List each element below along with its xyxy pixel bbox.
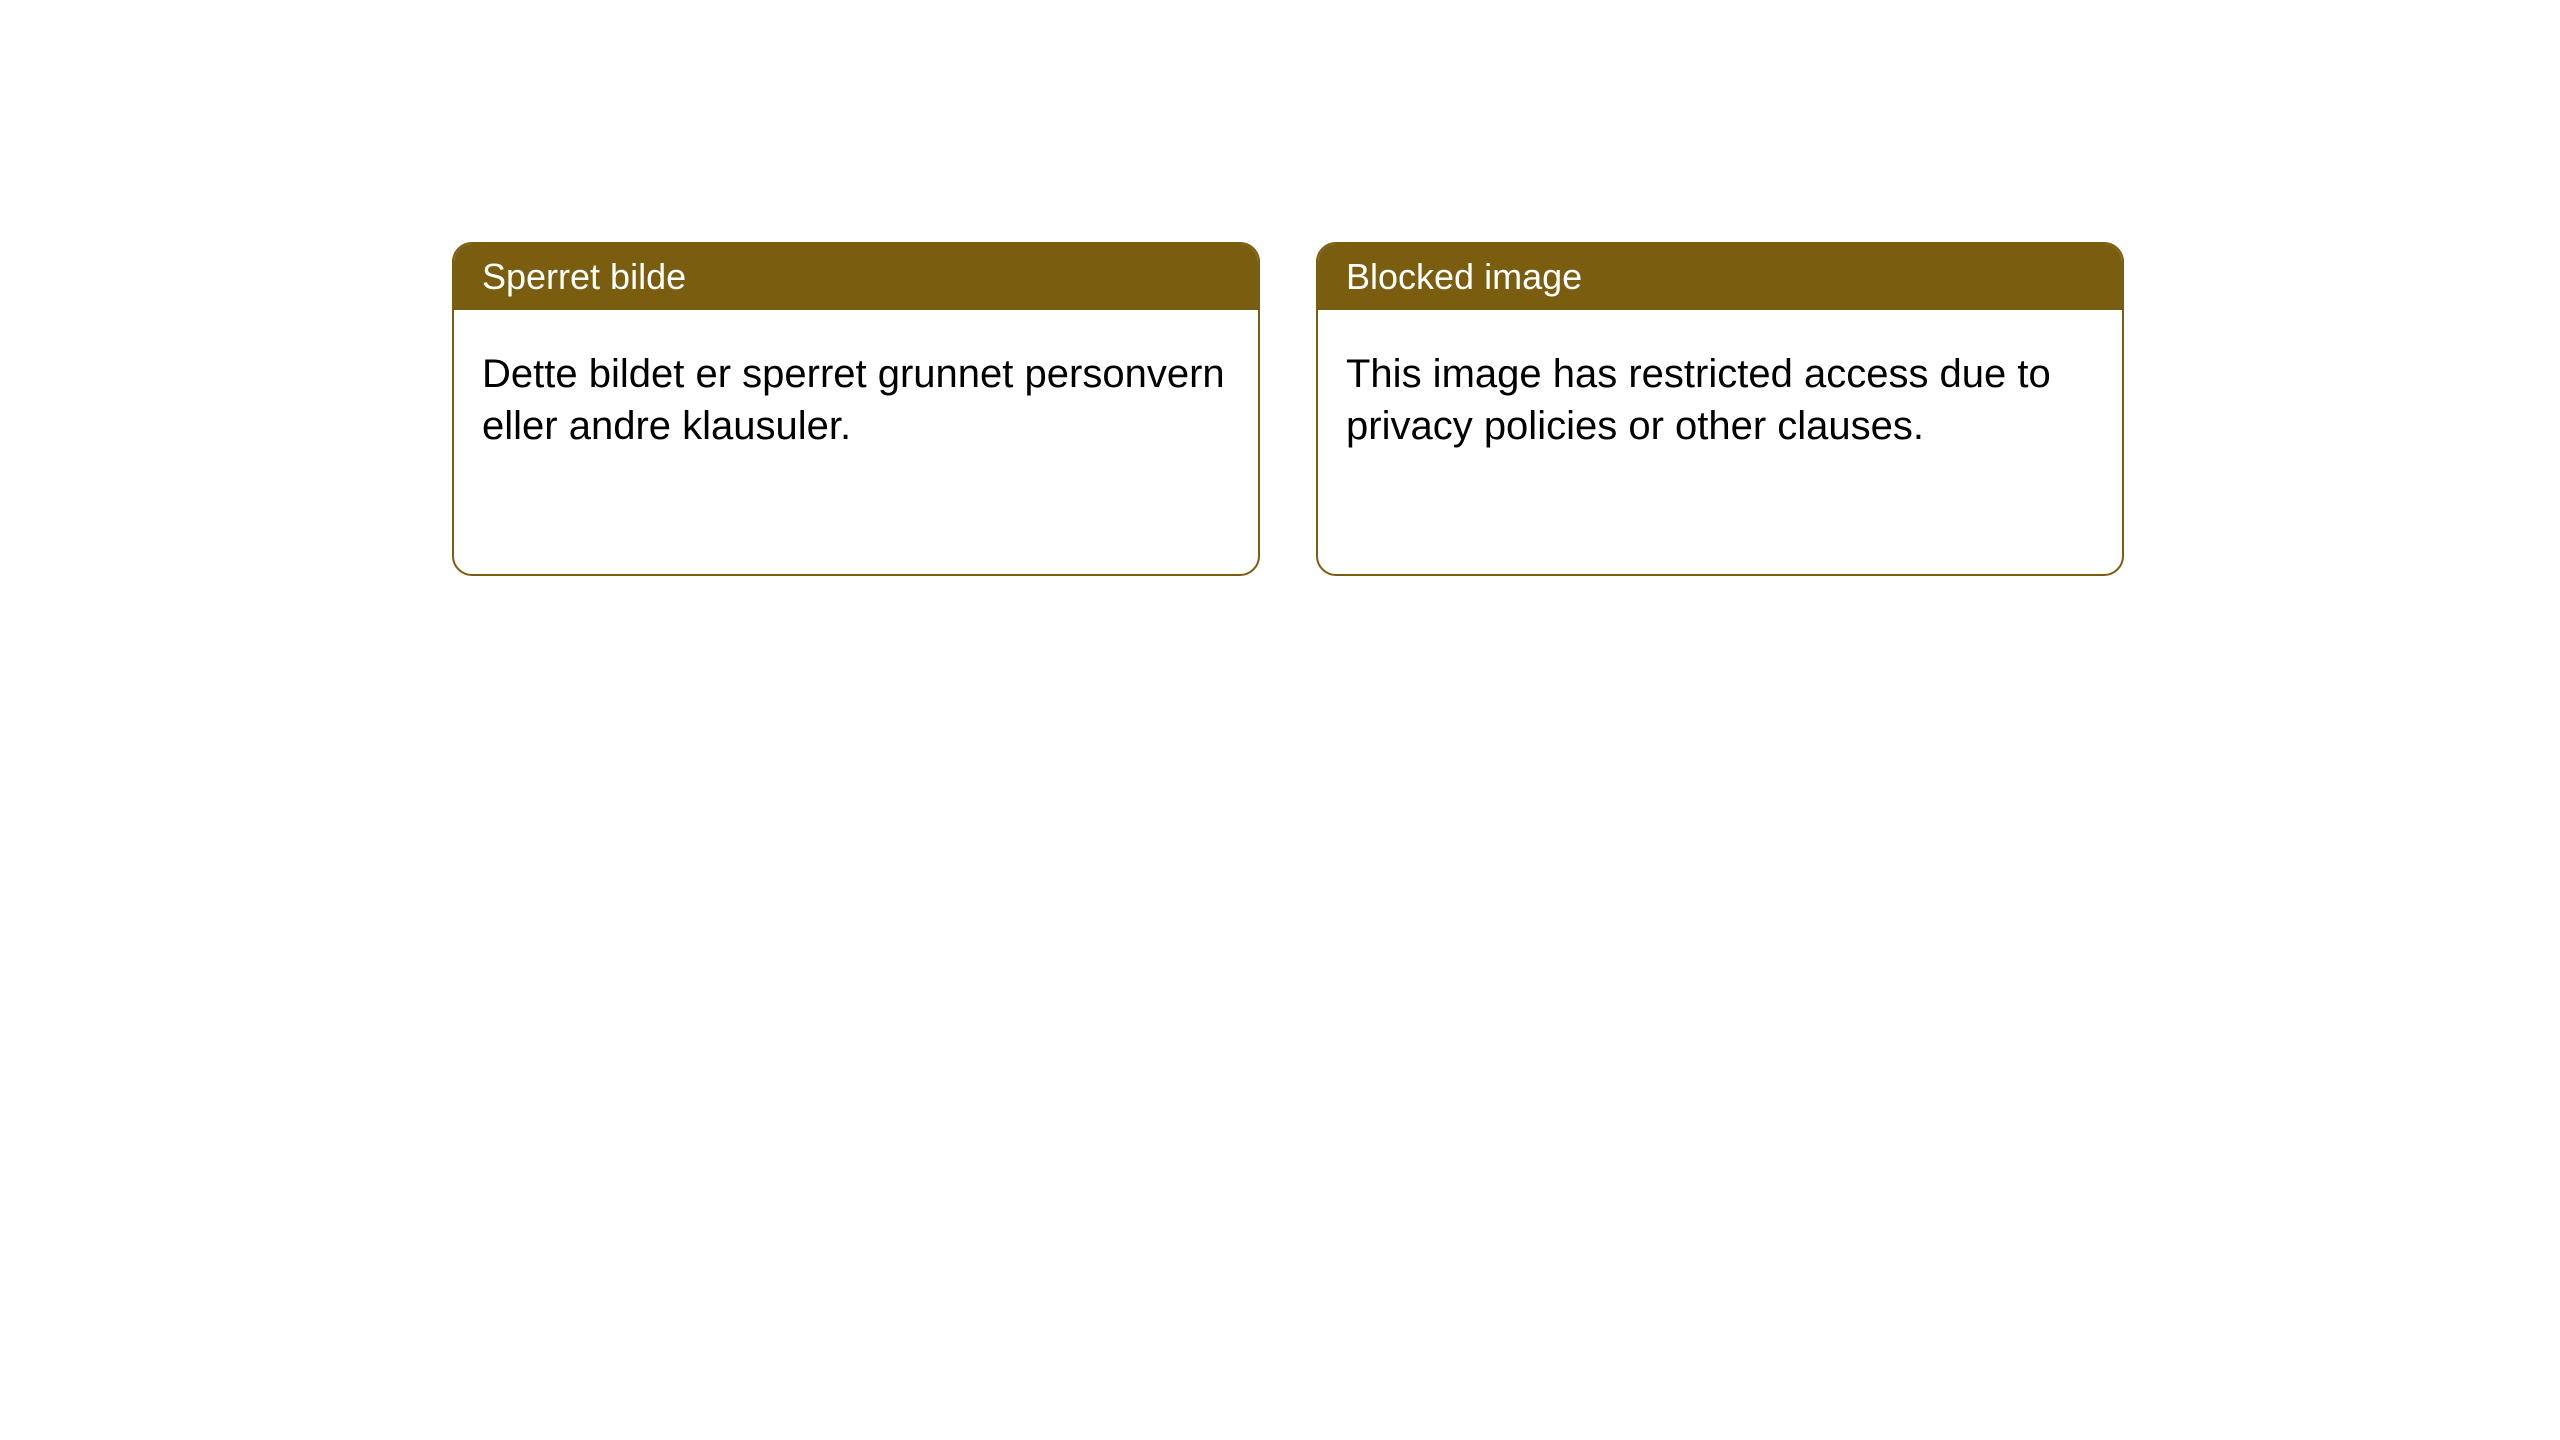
cards-container: Sperret bilde Dette bildet er sperret gr… [0, 0, 2560, 576]
card-header: Blocked image [1318, 244, 2122, 310]
card-body: This image has restricted access due to … [1318, 310, 2122, 490]
card-norwegian: Sperret bilde Dette bildet er sperret gr… [452, 242, 1260, 576]
card-english: Blocked image This image has restricted … [1316, 242, 2124, 576]
card-title: Blocked image [1346, 256, 1582, 297]
card-title: Sperret bilde [482, 256, 686, 297]
card-header: Sperret bilde [454, 244, 1258, 310]
card-body-text: Dette bildet er sperret grunnet personve… [482, 352, 1225, 448]
card-body: Dette bildet er sperret grunnet personve… [454, 310, 1258, 490]
card-body-text: This image has restricted access due to … [1346, 352, 2051, 448]
